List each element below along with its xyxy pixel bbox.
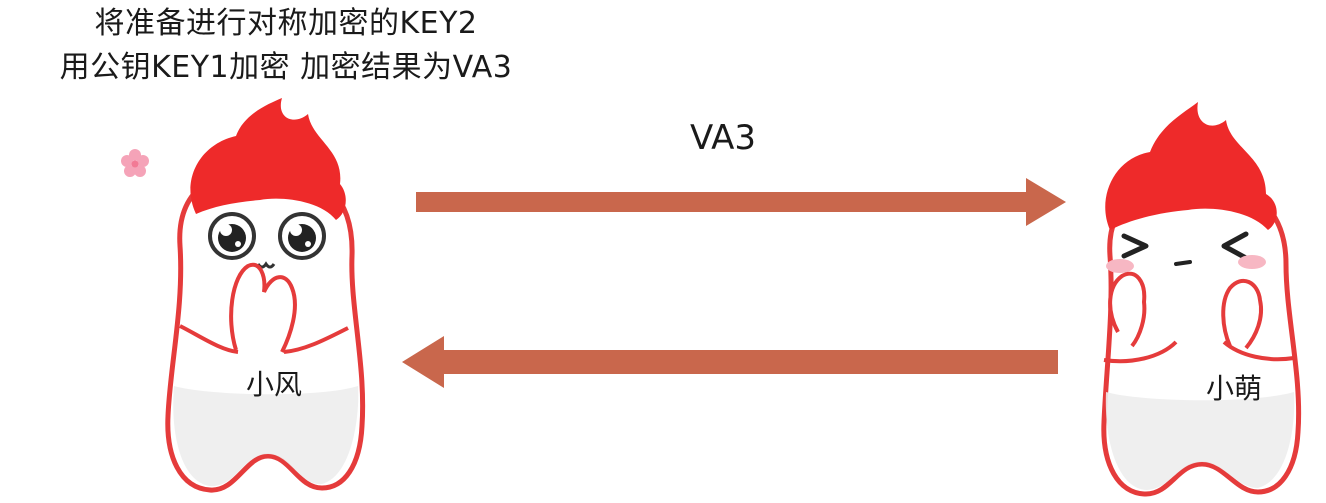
caption-line-1: 将准备进行对称加密的KEY2 xyxy=(94,6,478,41)
caption-line-2: 用公钥KEY1加密 加密结果为VA3 xyxy=(59,50,513,85)
right-character-icon xyxy=(1101,102,1302,497)
caption: 将准备进行对称加密的KEY2 用公钥KEY1加密 加密结果为VA3 xyxy=(6,2,566,90)
left-character-icon xyxy=(165,98,366,493)
arrow-left-icon xyxy=(402,336,1058,388)
right-participant-name: 小萌 xyxy=(1206,372,1263,405)
arrow-right-icon xyxy=(416,178,1066,226)
flower-icon xyxy=(121,149,149,177)
left-participant-name: 小风 xyxy=(246,368,303,401)
message-label: VA3 xyxy=(690,118,756,158)
